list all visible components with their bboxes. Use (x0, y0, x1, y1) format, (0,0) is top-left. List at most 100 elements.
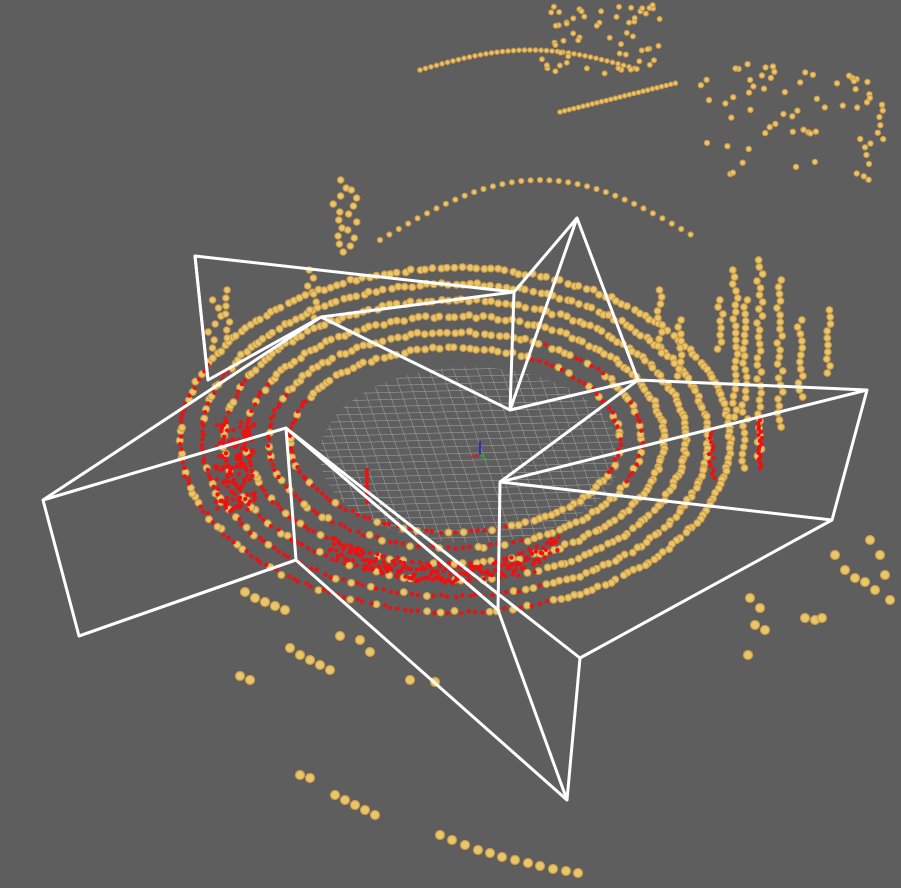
far-point (702, 412, 711, 421)
origin-axes (470, 441, 487, 460)
far-point (780, 110, 787, 118)
near-point (388, 540, 393, 545)
far-point (775, 353, 784, 361)
far-point (716, 317, 724, 325)
near-point (446, 545, 451, 550)
far-point (294, 769, 306, 781)
near-point (531, 562, 536, 567)
near-point (278, 506, 283, 512)
far-point (541, 323, 550, 332)
far-point (630, 407, 639, 416)
far-point (758, 312, 767, 320)
near-point (268, 458, 274, 463)
near-point (393, 540, 399, 545)
far-point (628, 4, 635, 11)
far-point (755, 340, 764, 348)
near-point (334, 558, 340, 563)
near-point (249, 408, 254, 414)
far-point (796, 358, 804, 366)
near-point (459, 611, 464, 616)
far-point (309, 324, 318, 333)
near-point (284, 393, 289, 398)
near-point (245, 492, 250, 497)
far-point (508, 179, 515, 186)
far-point (530, 305, 539, 314)
far-point (719, 310, 727, 318)
far-point (316, 341, 325, 350)
far-point (499, 48, 506, 55)
far-point (684, 374, 693, 383)
far-point (809, 71, 817, 79)
near-point (289, 446, 294, 451)
far-point (414, 312, 423, 321)
far-point (597, 327, 606, 336)
near-point (522, 565, 527, 570)
far-point (372, 288, 381, 297)
far-point (749, 619, 761, 631)
near-point (276, 474, 281, 480)
near-point (472, 610, 478, 615)
far-point (703, 139, 711, 147)
far-point (378, 337, 387, 346)
far-point (879, 569, 891, 581)
near-point (230, 437, 235, 442)
far-point (428, 329, 437, 338)
far-point (316, 530, 325, 539)
far-point (877, 121, 884, 129)
far-point (746, 76, 754, 84)
near-point (355, 545, 361, 551)
far-point (576, 51, 583, 58)
near-point (225, 501, 230, 506)
near-point (403, 574, 408, 579)
near-point (324, 495, 329, 500)
near-point (223, 451, 229, 456)
near-point (445, 577, 451, 582)
far-point (417, 67, 423, 73)
near-point (453, 546, 458, 551)
far-point (825, 306, 834, 314)
near-point (711, 443, 716, 449)
far-point (731, 385, 740, 393)
far-point (570, 15, 577, 22)
far-point (450, 263, 459, 272)
far-point (563, 20, 570, 27)
near-point (500, 571, 505, 577)
far-point (552, 68, 559, 75)
far-point (343, 226, 352, 234)
near-point (314, 511, 319, 516)
far-point (866, 94, 874, 102)
far-point (364, 322, 373, 331)
near-point (272, 467, 277, 472)
far-point (294, 649, 306, 661)
near-point (403, 607, 408, 613)
far-point (744, 60, 751, 68)
far-point (493, 315, 502, 324)
near-point (355, 597, 361, 602)
near-point (709, 471, 715, 477)
far-point (650, 555, 659, 564)
far-point (312, 298, 321, 306)
near-point (441, 568, 446, 574)
far-point (760, 85, 768, 92)
far-point (502, 349, 511, 358)
far-point (595, 290, 604, 299)
far-point (678, 225, 685, 233)
far-point (654, 342, 662, 350)
far-point (500, 540, 509, 549)
near-point (341, 577, 346, 582)
far-point (628, 524, 637, 533)
far-point (592, 545, 601, 554)
far-point (204, 328, 213, 336)
near-point (330, 557, 335, 562)
near-point (242, 378, 248, 383)
near-point (303, 399, 308, 404)
far-point (488, 50, 495, 56)
far-point (301, 291, 310, 300)
far-point (436, 608, 445, 617)
near-point (504, 557, 509, 562)
far-point (636, 58, 643, 65)
near-point (249, 468, 254, 474)
far-point (697, 81, 705, 89)
